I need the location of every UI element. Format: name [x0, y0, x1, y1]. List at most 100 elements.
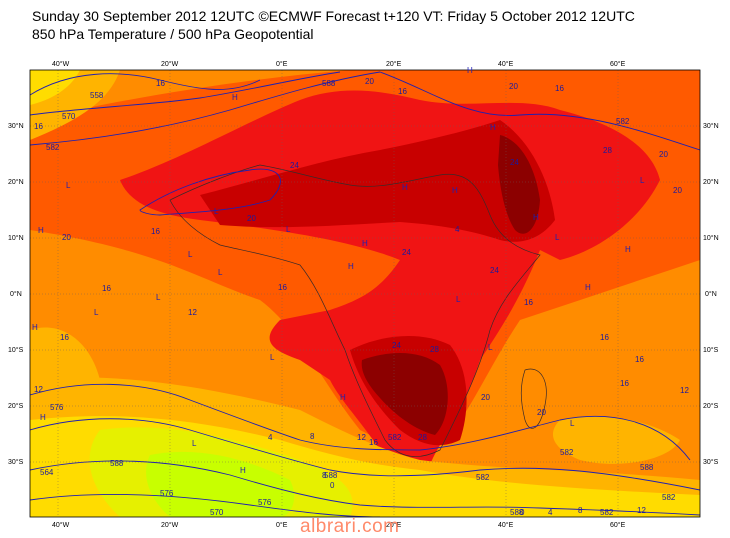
lat-label-left: 20°S	[8, 402, 24, 410]
temp-label: 20	[673, 186, 682, 195]
pressure-marker: L	[94, 308, 99, 317]
temp-label: 16	[369, 438, 378, 447]
pressure-marker: H	[402, 183, 408, 192]
watermark: albrari.com	[300, 516, 400, 537]
temp-label: 24	[290, 161, 299, 170]
temp-label: 16	[60, 333, 69, 342]
temp-label: 16	[600, 333, 609, 342]
geopotential-label: 570	[62, 112, 76, 121]
graticule	[30, 70, 700, 517]
geopotential-label: 576	[50, 403, 64, 412]
temp-label: 28	[603, 146, 612, 155]
lon-label-bottom: 0°E	[276, 521, 288, 529]
pressure-marker: H	[348, 262, 354, 271]
lon-label-top: 20°W	[161, 60, 179, 68]
temp-label: 8	[310, 432, 315, 441]
temp-label: 24	[490, 266, 499, 275]
geopotential-label: 582	[662, 493, 676, 502]
geopotential-label: 588	[322, 79, 336, 88]
pressure-marker: H	[585, 283, 591, 292]
temp-label: 28	[418, 433, 427, 442]
lon-label-bottom: 60°E	[610, 521, 626, 529]
lon-labels-bottom: 40°W 20°W 0°E 20°E 40°E 60°E	[52, 521, 626, 529]
temp-label: 4	[268, 433, 273, 442]
geopotential-label: 588	[110, 459, 124, 468]
temp-label: 20	[481, 393, 490, 402]
temp-label: 8	[322, 471, 327, 480]
lon-label-top: 20°E	[386, 60, 402, 68]
temp-label: 20	[365, 77, 374, 86]
pressure-marker: L	[270, 353, 275, 362]
temp-label: 24	[402, 248, 411, 257]
temp-label: 16	[555, 84, 564, 93]
geopotential-label: 576	[258, 498, 272, 507]
pressure-marker: H	[32, 323, 38, 332]
pressure-marker: H	[232, 93, 238, 102]
temp-label: 16	[278, 283, 287, 292]
lon-label-top: 40°W	[52, 60, 70, 68]
geopotential-label: 582	[616, 117, 630, 126]
pressure-marker: H	[362, 239, 368, 248]
lat-labels-left: 30°N 20°N 10°N 0°N 10°S 20°S 30°S	[8, 122, 24, 466]
temp-label: 12	[188, 308, 197, 317]
temp-label: 20	[247, 214, 256, 223]
lon-label-bottom: 20°W	[161, 521, 179, 529]
pressure-marker: L	[218, 268, 223, 277]
lat-label-right: 20°N	[703, 178, 719, 186]
pressure-marker: L	[286, 225, 291, 234]
pressure-marker: L	[456, 295, 461, 304]
lat-label-left: 20°N	[8, 178, 24, 186]
pressure-marker: L	[570, 419, 575, 428]
lon-label-bottom: 40°E	[498, 521, 514, 529]
temperature-field	[30, 70, 700, 517]
lon-label-top: 40°E	[498, 60, 514, 68]
temp-label: 28	[430, 345, 439, 354]
temp-label: 16	[156, 79, 165, 88]
pressure-marker: H	[240, 466, 246, 475]
temp-label: 0	[330, 481, 335, 490]
geopotential-label: 582	[388, 433, 402, 442]
lat-label-right: 10°S	[703, 346, 719, 354]
temp-label: 12	[680, 386, 689, 395]
pressure-marker: L	[192, 439, 197, 448]
pressure-marker: L	[214, 207, 219, 216]
temp-label: 24	[392, 341, 401, 350]
lat-label-right: 10°N	[703, 234, 719, 242]
temp-label: 12	[637, 506, 646, 515]
geopotential-label: 582	[600, 508, 614, 517]
temp-label: 20	[62, 233, 71, 242]
lat-label-left: 10°N	[8, 234, 24, 242]
lat-label-left: 30°N	[8, 122, 24, 130]
geopotential-label: 588	[640, 463, 654, 472]
lat-label-right: 30°S	[703, 458, 719, 466]
geopotential-label: 582	[560, 448, 574, 457]
temp-label: 4	[548, 508, 553, 517]
geopotential-label: 564	[40, 468, 54, 477]
geopotential-labels: 558 570 582 588 582 588 582 588 582 588 …	[40, 79, 676, 517]
geopotential-label: 558	[90, 91, 104, 100]
lat-label-left: 10°S	[8, 346, 24, 354]
temp-label: 16	[151, 227, 160, 236]
geopotential-label: 588	[324, 471, 338, 480]
geopotential-label: 570	[210, 508, 224, 517]
temp-label: 20	[509, 82, 518, 91]
geopotential-label: 582	[46, 143, 60, 152]
pressure-markers: H L H L H L L H H H L L H L H L H L H H …	[32, 66, 645, 475]
lat-label-right: 30°N	[703, 122, 719, 130]
pressure-marker: L	[555, 233, 560, 242]
temp-label: 12	[34, 385, 43, 394]
chart-subtitle: 850 hPa Temperature / 500 hPa Geopotenti…	[32, 26, 314, 42]
geopotential-contours	[30, 71, 700, 517]
pressure-marker: L	[66, 181, 71, 190]
lon-label-bottom: 20°E	[386, 521, 402, 529]
temp-label: 16	[635, 355, 644, 364]
pressure-marker: L	[640, 176, 645, 185]
pressure-marker: H	[625, 245, 631, 254]
pressure-marker: H	[340, 393, 346, 402]
lat-label-left: 0°N	[10, 290, 22, 298]
temp-label: 16	[524, 298, 533, 307]
geopotential-label: 576	[160, 489, 174, 498]
lat-labels-right: 30°N 20°N 10°N 0°N 10°S 20°S 30°S	[703, 122, 719, 466]
temp-label: 16	[34, 122, 43, 131]
